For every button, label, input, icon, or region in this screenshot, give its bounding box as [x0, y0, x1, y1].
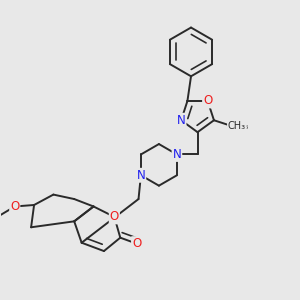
Text: O: O	[110, 210, 119, 224]
Text: CH₃: CH₃	[229, 121, 248, 130]
Text: O: O	[132, 237, 141, 250]
Text: N: N	[172, 148, 181, 161]
Text: CH₃: CH₃	[228, 121, 246, 130]
Text: N: N	[177, 114, 185, 127]
Text: N: N	[136, 169, 145, 182]
Text: O: O	[10, 200, 20, 213]
Text: O: O	[203, 94, 212, 107]
